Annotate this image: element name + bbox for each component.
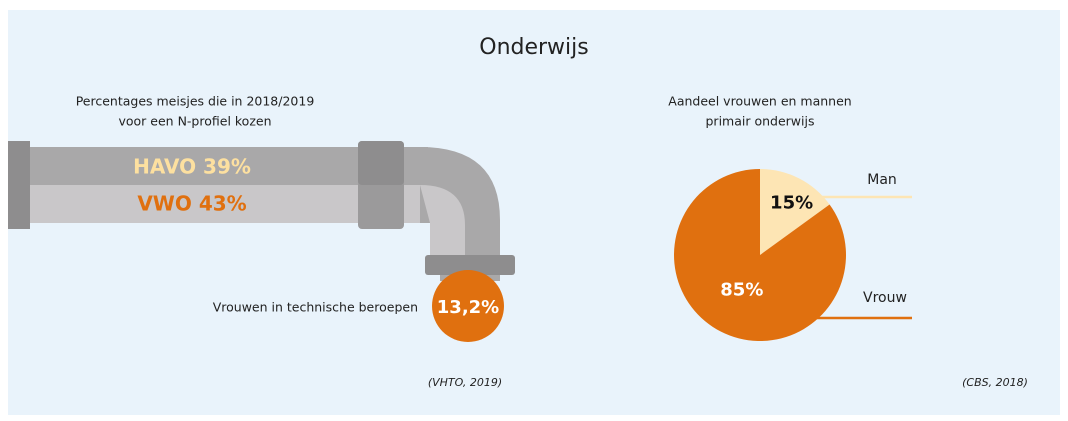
value-label: 85% <box>720 280 763 301</box>
havo-label: HAVO 39% <box>133 155 251 179</box>
pipe-caption: voor een N-profiel kozen <box>118 114 271 129</box>
title: Onderwijs <box>479 35 588 60</box>
vwo-label: VWO 43% <box>137 192 246 216</box>
legend-label: Vrouw <box>863 290 907 306</box>
drop-label: Vrouwen in technische beroepen <box>213 300 418 315</box>
value-label: 15% <box>770 193 813 214</box>
pie-title: Aandeel vrouwen en mannen <box>668 94 851 109</box>
legend-label: Man <box>867 172 897 188</box>
drop-value: 13,2% <box>437 297 499 318</box>
pie-title: primair onderwijs <box>706 114 815 129</box>
source: (VHTO, 2019) <box>428 376 502 389</box>
infographic: Onderwijs Percentages meisjes die in 201… <box>0 0 1068 421</box>
source: (CBS, 2018) <box>962 376 1028 389</box>
pipe-caption: Percentages meisjes die in 2018/2019 <box>76 94 315 109</box>
